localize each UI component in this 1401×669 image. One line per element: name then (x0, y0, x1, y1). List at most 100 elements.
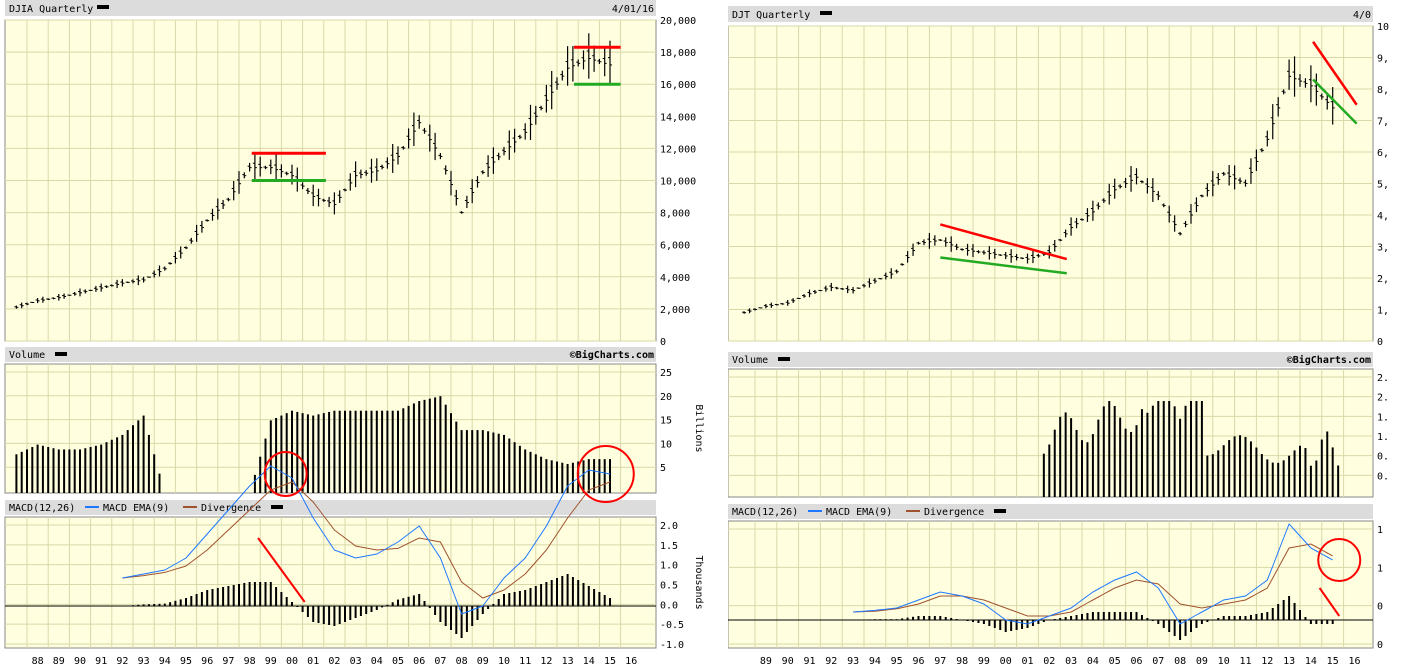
volume-bar (280, 415, 283, 493)
x-tick-label: 11 (1239, 656, 1251, 665)
macd-title-bar (728, 504, 1373, 519)
volume-bar (497, 433, 500, 493)
volume-bar (1282, 460, 1285, 497)
price-tick-label: 3, (1377, 243, 1389, 254)
price-tick-label: 18,000 (660, 48, 696, 59)
support-line (940, 256, 1067, 275)
volume-bar (1053, 429, 1056, 497)
volume-bar (1048, 444, 1051, 497)
volume-bar (503, 434, 505, 493)
price-tick-label: 14,000 (660, 112, 696, 123)
volume-bar (1304, 448, 1307, 497)
volume-bar (1162, 401, 1165, 497)
volume-bar (269, 420, 272, 493)
price-title: DJT Quarterly (732, 10, 810, 21)
x-tick-label: 16 (1348, 656, 1360, 665)
volume-bar (375, 410, 378, 493)
volume-bar (545, 459, 548, 493)
price-tick-label: 6,000 (660, 241, 690, 252)
volume-bar (1337, 465, 1340, 497)
price-tick-label: 2,000 (660, 305, 690, 316)
volume-bar (1320, 439, 1323, 497)
volume-bar (79, 449, 81, 493)
x-tick-label: 01 (307, 656, 319, 665)
x-tick-label: 93 (847, 656, 859, 665)
volume-bar (1299, 445, 1301, 497)
volume-bar (598, 459, 601, 493)
volume-bar (524, 449, 527, 493)
x-tick-label: 16 (625, 656, 637, 665)
volume-bar (412, 403, 415, 493)
x-tick-label: 89 (53, 656, 65, 665)
volume-bar (26, 449, 28, 493)
volume-bar (1255, 447, 1258, 497)
x-tick-label: 99 (265, 656, 277, 665)
volume-bar (1271, 462, 1274, 497)
volume-bar (407, 405, 410, 493)
macd-tick-label: -0.5 (660, 620, 684, 631)
macd-tick-label: 0.0 (660, 600, 678, 611)
macd-tick-label: 1 (1377, 525, 1383, 536)
volume-unit: Billions (693, 404, 704, 452)
djt-chart-svg: DJT Quarterly 4/0 Volume ©BigCharts.com MACD… (727, 0, 1401, 667)
volume-panel (727, 368, 1374, 498)
x-tick-label: 01 (1021, 656, 1033, 665)
x-tick-label: 00 (1000, 656, 1012, 665)
macd-ema-line (853, 543, 1333, 617)
x-tick-label: 02 (1043, 656, 1055, 665)
volume-bar (132, 425, 134, 493)
x-tick-label: 91 (95, 656, 107, 665)
highlight-circle (1317, 538, 1362, 582)
volume-bar (1042, 453, 1045, 497)
macd-tick-label: -1.0 (660, 640, 684, 651)
volume-bar (428, 398, 431, 493)
volume-bar (476, 430, 479, 493)
volume-bar (1184, 405, 1187, 497)
volume-bar (434, 397, 437, 493)
volume-bar (94, 445, 97, 493)
volume-bar (460, 430, 463, 493)
divergence-trend-line (257, 537, 306, 603)
watermark: ©BigCharts.com (1287, 354, 1371, 366)
volume-bar (1331, 447, 1334, 497)
legend-swatch (994, 509, 1006, 513)
volume-bar (1288, 455, 1291, 497)
volume-bar (1113, 405, 1116, 497)
x-tick-label: 90 (782, 656, 794, 665)
x-tick-label: 15 (1327, 656, 1339, 665)
volume-bar (41, 445, 44, 493)
volume-bar (1102, 406, 1105, 497)
volume-tick-label: 25 (660, 368, 672, 379)
x-tick-label: 10 (1218, 656, 1230, 665)
volume-bar (587, 459, 590, 493)
macd-line (122, 465, 611, 615)
x-tick-label: 03 (1065, 656, 1077, 665)
price-tick-label: 20,000 (660, 16, 696, 27)
legend-swatch (820, 11, 832, 15)
macd-unit: Thousands (693, 555, 704, 609)
volume-bar (301, 413, 304, 493)
price-tick-label: 9, (1377, 54, 1389, 65)
volume-bar (465, 430, 468, 493)
volume-bar (84, 448, 87, 493)
x-tick-label: 15 (604, 656, 616, 665)
macd-tick-label: 1.0 (660, 561, 678, 572)
volume-bar (550, 460, 553, 493)
price-tick-label: 4, (1377, 211, 1389, 222)
volume-bar (1124, 428, 1127, 497)
volume-tick-label: 0. (1377, 452, 1389, 463)
volume-bar (52, 448, 55, 493)
macd-ema-label: MACD EMA(9) (103, 503, 169, 514)
volume-bar (158, 473, 161, 493)
x-tick-label: 97 (222, 656, 234, 665)
volume-bar (285, 413, 288, 493)
volume-bar (1146, 412, 1149, 497)
volume-bar (1315, 460, 1318, 497)
x-tick-label: 93 (138, 656, 150, 665)
volume-bar (317, 414, 320, 493)
volume-bar (603, 459, 606, 493)
volume-bar (1081, 440, 1083, 497)
x-tick-label: 14 (583, 656, 595, 665)
volume-bar (121, 434, 124, 493)
volume-bar (1086, 442, 1089, 497)
